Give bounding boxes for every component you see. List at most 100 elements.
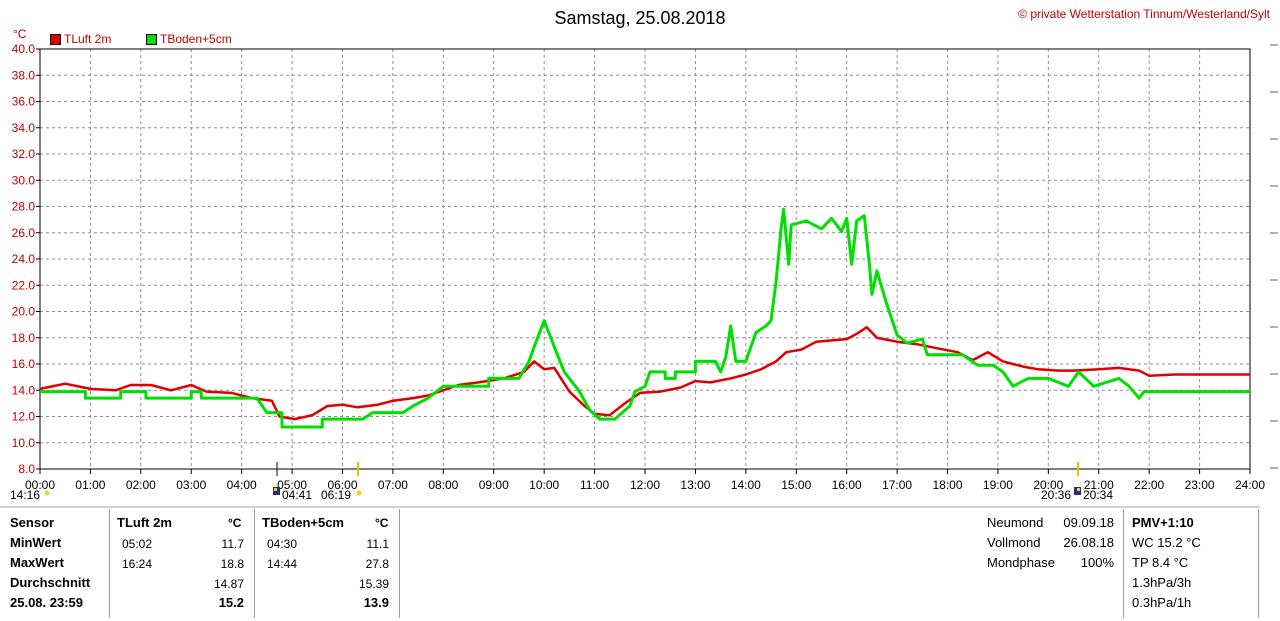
tluft-current: 15.2 (218, 595, 244, 610)
row-label-min: MinWert (10, 535, 62, 550)
y-tick-label: 32.0 (12, 147, 36, 161)
x-tick-label: 06:00 (327, 478, 357, 492)
x-tick-label: 22:00 (1134, 478, 1164, 492)
legend-label-tboden: TBoden+5cm (160, 32, 232, 46)
dawn-time-label: 06:19 (321, 488, 352, 502)
y-tick-label: 30.0 (12, 173, 36, 187)
tluft-min-time: 05:02 (122, 537, 153, 551)
x-tick-label: 02:00 (126, 478, 156, 492)
y-tick-label: 36.0 (12, 95, 36, 109)
x-tick-label: 09:00 (479, 478, 509, 492)
x-tick-label: 24:00 (1235, 478, 1265, 492)
moon-label-phase: Mondphase (987, 555, 1055, 570)
legend-swatch-tluft (50, 34, 61, 45)
x-tick-label: 23:00 (1185, 478, 1215, 492)
x-tick-label: 05:00 (277, 478, 307, 492)
column-divider (109, 509, 110, 618)
y-tick-label: 12.0 (12, 410, 36, 424)
y-tick-label: 28.0 (12, 200, 36, 214)
tluft-avg: 14.87 (213, 577, 244, 591)
tboden-current: 13.9 (363, 595, 389, 610)
tboden-unit: °C (375, 516, 389, 530)
moon-label-full: Vollmond (987, 535, 1041, 550)
sunrise-marker-icon-inner (274, 488, 277, 491)
y-tick-label: 26.0 (12, 226, 36, 240)
sunset-time-label: 20:34 (1083, 488, 1114, 502)
legend-label-tluft: TLuft 2m (64, 32, 112, 46)
column-divider (1258, 509, 1259, 618)
sunrise-time-label: 04:41 (282, 488, 313, 502)
moon-value-full: 26.08.18 (1063, 535, 1114, 550)
x-tick-label: 16:00 (832, 478, 862, 492)
x-tick-label: 15:00 (781, 478, 811, 492)
chart-title: Samstag, 25.08.2018 (554, 8, 726, 28)
tboden-max-time: 14:44 (267, 557, 298, 571)
tboden-header: TBoden+5cm (262, 515, 344, 530)
left-time-label: 14:16 (10, 488, 41, 502)
dawn-marker-dot (356, 490, 362, 496)
series-line-tboden (40, 207, 1250, 429)
tboden-max: 27.8 (365, 557, 389, 571)
y-tick-label: 22.0 (12, 278, 36, 292)
y-tick-label: 10.0 (12, 436, 36, 450)
y-tick-label: 20.0 (12, 305, 36, 319)
y-tick-label: 8.0 (18, 462, 35, 476)
dusk-time-label: 20:36 (1041, 488, 1072, 502)
x-tick-label: 14:00 (731, 478, 761, 492)
x-tick-label: 08:00 (428, 478, 458, 492)
moon-value-phase: 100% (1080, 555, 1114, 570)
x-tick-label: 18:00 (932, 478, 962, 492)
y-tick-label: 14.0 (12, 383, 36, 397)
row-label-max: MaxWert (10, 555, 64, 570)
x-axis: 00:00 01:00 02:00 03:00 04:00 05:00 06:00 07:00… (25, 469, 1265, 492)
y-tick-label: 16.0 (12, 357, 36, 371)
x-tick-label: 01:00 (75, 478, 105, 492)
row-label-current: 25.08. 23:59 (10, 595, 84, 610)
x-tick-label: 20:00 (1033, 478, 1063, 492)
chart-series (39, 207, 1250, 429)
x-tick-label: 04:00 (227, 478, 257, 492)
tluft-header: TLuft 2m (117, 515, 172, 530)
chart-grid (40, 49, 1250, 469)
x-tick-label: 17:00 (882, 478, 912, 492)
y-tick-label: 34.0 (12, 121, 36, 135)
tluft-max-time: 16:24 (122, 557, 153, 571)
pmv-line-3h: 1.3hPa/3h (1132, 575, 1192, 590)
right-edge-marks (1270, 44, 1278, 469)
legend-swatch-tboden (146, 34, 157, 45)
pmv-title: PMV+1:10 (1132, 515, 1194, 530)
x-tick-label: 19:00 (983, 478, 1013, 492)
y-axis-unit: °C (13, 27, 27, 41)
y-tick-label: 18.0 (12, 331, 36, 345)
column-divider (1123, 509, 1124, 618)
tboden-avg: 15.39 (358, 577, 389, 591)
column-divider (254, 509, 255, 618)
moon-label-new: Neumond (987, 515, 1044, 530)
row-label-avg: Durchschnitt (10, 575, 91, 590)
y-tick-label: 24.0 (12, 252, 36, 266)
pmv-line-tp: TP 8.4 °C (1132, 555, 1189, 570)
x-tick-label: 11:00 (580, 478, 609, 492)
copyright-text: © private Wetterstation Tinnum/Westerlan… (1018, 7, 1270, 21)
left-time-marker-dot (44, 490, 50, 496)
y-tick-label: 40.0 (12, 42, 36, 56)
tboden-min-time: 04:30 (267, 537, 298, 551)
pmv-line-1h: 0.3hPa/1h (1132, 595, 1192, 610)
tluft-max: 18.8 (220, 557, 244, 571)
x-tick-label: 00:00 (25, 478, 55, 492)
x-tick-label: 07:00 (378, 478, 408, 492)
tboden-min: 11.1 (366, 537, 389, 551)
x-tick-label: 12:00 (630, 478, 660, 492)
x-tick-label: 10:00 (529, 478, 559, 492)
row-label-sensor: Sensor (10, 515, 55, 530)
tluft-unit: °C (228, 516, 242, 530)
moon-value-new: 09.09.18 (1063, 515, 1114, 530)
x-tick-label: 13:00 (680, 478, 710, 492)
x-tick-label: 21:00 (1084, 478, 1114, 492)
sunset-marker-icon-inner (1077, 488, 1080, 491)
tluft-min: 11.7 (221, 537, 244, 551)
y-tick-label: 38.0 (12, 68, 36, 82)
column-divider (399, 509, 400, 618)
x-tick-label: 03:00 (176, 478, 206, 492)
